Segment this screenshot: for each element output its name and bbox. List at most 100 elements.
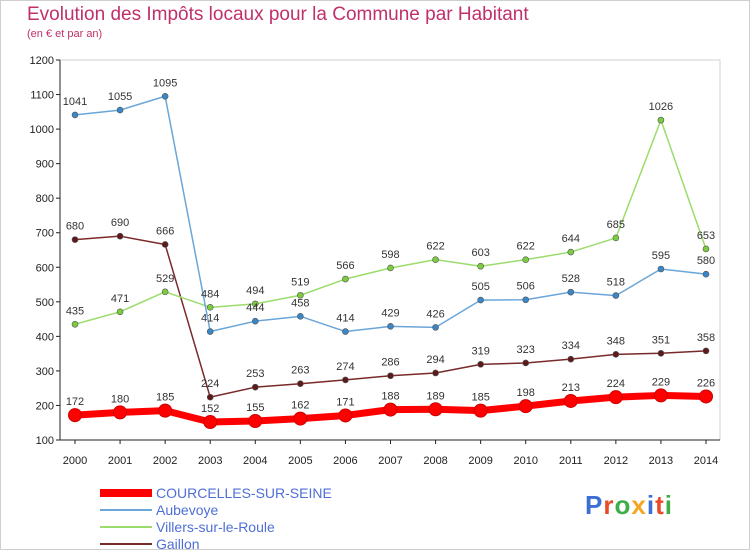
data-point-courcelles-sur-seine — [68, 408, 82, 423]
y-tick-label: 200 — [36, 400, 54, 412]
logo-letter: x — [631, 490, 647, 520]
proxiti-logo: Proxiti — [585, 490, 673, 521]
data-point-gaillon — [522, 359, 530, 367]
data-label-courcelles-sur-seine: 171 — [336, 396, 354, 408]
data-label-gaillon: 263 — [291, 365, 309, 377]
y-tick-label: 100 — [36, 435, 54, 447]
data-label-aubevoye: 528 — [562, 273, 580, 285]
data-point-gaillon — [342, 376, 349, 384]
data-point-gaillon — [432, 369, 439, 377]
legend-label-courcelles-sur-seine: COURCELLES-SUR-SEINE — [156, 485, 332, 501]
data-point-gaillon — [657, 349, 665, 357]
data-point-villers-sur-le-roule — [206, 304, 214, 311]
data-point-aubevoye — [297, 313, 304, 320]
y-tick-label: 800 — [36, 193, 54, 205]
y-tick-label: 1000 — [30, 124, 54, 136]
data-point-courcelles-sur-seine — [248, 414, 263, 428]
y-axis: 100 200 300 400 500 600 700 800 900 1000 1100 1200 — [30, 55, 60, 447]
legend-label-gaillon: Gaillon — [156, 536, 200, 550]
data-label-aubevoye: 580 — [697, 255, 715, 267]
data-label-aubevoye: 1095 — [153, 77, 177, 89]
data-point-gaillon — [71, 236, 79, 243]
data-point-gaillon — [612, 351, 620, 358]
data-point-aubevoye — [251, 317, 259, 325]
data-point-courcelles-sur-seine — [563, 393, 578, 408]
data-point-courcelles-sur-seine — [113, 405, 128, 420]
data-label-aubevoye: 505 — [471, 281, 489, 293]
data-label-gaillon: 666 — [156, 225, 174, 237]
data-label-villers-sur-le-roule: 603 — [471, 247, 489, 259]
data-point-villers-sur-le-roule — [251, 300, 259, 308]
data-point-gaillon — [387, 372, 394, 380]
data-label-villers-sur-le-roule: 484 — [201, 288, 219, 300]
data-point-aubevoye — [387, 323, 394, 330]
legend: COURCELLES-SUR-SEINEAubevoyeVillers-sur-… — [100, 485, 332, 550]
data-label-gaillon: 358 — [697, 332, 715, 344]
data-point-gaillon — [702, 347, 710, 355]
data-label-aubevoye: 429 — [381, 307, 399, 319]
data-label-aubevoye: 414 — [336, 313, 354, 325]
data-point-gaillon — [567, 355, 575, 363]
data-point-aubevoye — [657, 265, 665, 273]
data-label-villers-sur-le-roule: 598 — [381, 249, 399, 261]
x-tick-label: 2013 — [649, 455, 673, 467]
y-tick-label: 1100 — [30, 90, 54, 102]
data-point-gaillon — [206, 393, 214, 401]
data-label-aubevoye: 595 — [652, 250, 670, 262]
data-label-villers-sur-le-roule: 435 — [66, 305, 84, 317]
data-labels: 172 180 185 152 155 162 171 188 189 185 198 213 224 2… — [63, 77, 715, 415]
data-point-villers-sur-le-roule — [432, 256, 439, 263]
data-label-villers-sur-le-roule: 529 — [156, 273, 174, 285]
data-label-aubevoye: 458 — [291, 297, 309, 309]
data-label-courcelles-sur-seine: 188 — [381, 391, 399, 403]
x-tick-label: 2007 — [378, 455, 402, 467]
data-point-courcelles-sur-seine — [473, 403, 488, 418]
chart-subtitle: (en € et par an) — [27, 28, 103, 40]
data-point-gaillon — [297, 380, 304, 387]
data-point-courcelles-sur-seine — [518, 399, 533, 414]
logo-letter: P — [585, 490, 604, 520]
data-label-villers-sur-le-roule: 622 — [517, 241, 535, 253]
x-tick-label: 2004 — [243, 455, 267, 467]
data-label-gaillon: 253 — [246, 368, 264, 380]
data-label-courcelles-sur-seine: 152 — [201, 403, 219, 415]
data-label-gaillon: 323 — [517, 344, 535, 356]
y-tick-label: 900 — [36, 159, 54, 171]
data-point-aubevoye — [342, 328, 349, 335]
data-label-gaillon: 224 — [201, 378, 219, 390]
data-label-courcelles-sur-seine: 185 — [156, 392, 174, 404]
data-point-aubevoye — [161, 92, 169, 100]
data-point-villers-sur-le-roule — [702, 245, 710, 253]
data-label-aubevoye: 1041 — [63, 96, 87, 108]
data-point-courcelles-sur-seine — [158, 403, 173, 418]
data-point-courcelles-sur-seine — [428, 402, 443, 417]
data-point-gaillon — [161, 241, 169, 248]
data-point-villers-sur-le-roule — [342, 275, 349, 283]
legend-label-villers-sur-le-roule: Villers-sur-le-Roule — [156, 519, 275, 535]
x-tick-label: 2012 — [604, 455, 628, 467]
data-point-villers-sur-le-roule — [522, 256, 530, 263]
x-tick-label: 2008 — [423, 455, 447, 467]
data-label-gaillon: 319 — [471, 345, 489, 357]
y-tick-label: 500 — [36, 297, 54, 309]
data-label-courcelles-sur-seine: 162 — [291, 400, 309, 412]
data-label-gaillon: 690 — [111, 217, 129, 229]
data-point-gaillon — [116, 232, 124, 240]
data-point-courcelles-sur-seine — [383, 402, 398, 417]
data-point-villers-sur-le-roule — [567, 248, 575, 256]
x-tick-label: 2010 — [513, 455, 537, 467]
x-tick-label: 2000 — [63, 455, 87, 467]
data-label-courcelles-sur-seine: 180 — [111, 393, 129, 405]
data-point-aubevoye — [71, 111, 79, 119]
data-label-courcelles-sur-seine: 213 — [562, 382, 580, 394]
x-tick-label: 2011 — [559, 455, 583, 467]
data-point-villers-sur-le-roule — [71, 320, 79, 328]
x-tick-label: 2003 — [198, 455, 222, 467]
data-label-courcelles-sur-seine: 172 — [66, 396, 84, 408]
series-line-aubevoye — [74, 95, 707, 333]
y-tick-label: 300 — [36, 366, 54, 378]
data-point-courcelles-sur-seine — [608, 390, 623, 405]
